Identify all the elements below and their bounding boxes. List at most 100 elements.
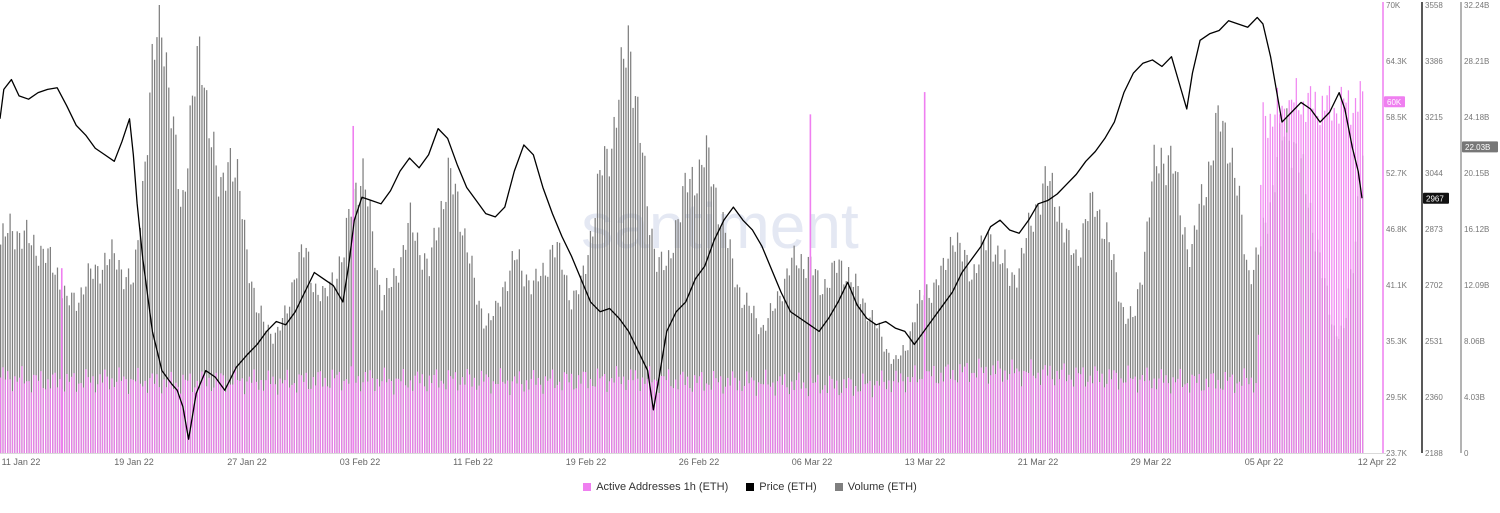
active-addresses-bar	[480, 370, 483, 453]
volume-bar	[964, 249, 966, 453]
x-tick-label: 13 Mar 22	[905, 457, 946, 467]
active-addresses-bar	[78, 383, 80, 453]
volume-bar	[805, 278, 807, 453]
active-addresses-bar	[613, 382, 615, 453]
active-addresses-bar	[675, 379, 677, 453]
active-addresses-bar	[1174, 382, 1177, 453]
volume-bar	[826, 287, 828, 453]
active-addresses-bar	[961, 372, 963, 453]
active-addresses-bar	[108, 389, 111, 453]
volume-bar	[1056, 221, 1058, 453]
active-addresses-bar	[1354, 98, 1357, 453]
active-addresses-bar	[547, 380, 549, 453]
volume-bar	[637, 96, 639, 453]
volume-tick-label: 16.12B	[1464, 225, 1489, 234]
volume-bar	[1144, 251, 1146, 453]
active-addresses-bar	[717, 382, 719, 453]
volume-bar	[1065, 228, 1068, 453]
active-addresses-bar	[1129, 378, 1132, 453]
active-addresses-bar	[175, 382, 177, 453]
volume-bar	[985, 250, 987, 453]
volume-bar	[1054, 206, 1056, 453]
x-tick-label: 29 Mar 22	[1131, 457, 1172, 467]
active-addresses-bar	[1165, 375, 1167, 453]
volume-bar	[1219, 131, 1222, 453]
active-addresses-bar	[130, 379, 132, 453]
volume-bar	[554, 257, 556, 453]
active-addresses-bar	[255, 381, 258, 453]
active-addresses-bar	[376, 378, 378, 453]
active-addresses-bar	[1020, 386, 1023, 453]
volume-bar	[16, 231, 18, 453]
volume-bar	[362, 158, 364, 454]
active-addresses-bar	[663, 376, 665, 453]
active-addresses-bar	[450, 376, 452, 453]
active-addresses-bar	[606, 391, 608, 453]
active-addresses-bar	[620, 384, 622, 453]
active-addresses-bar	[1229, 377, 1231, 453]
active-addresses-bar	[1037, 372, 1039, 453]
volume-bar	[454, 183, 457, 454]
active-addresses-bar	[298, 374, 300, 453]
active-addresses-bar	[454, 372, 457, 453]
volume-bar	[1077, 265, 1080, 453]
active-addresses-bar	[975, 377, 978, 453]
legend-item-volume[interactable]: Volume (ETH)	[834, 481, 917, 493]
volume-bar	[608, 176, 610, 453]
active-addresses-bar	[814, 382, 817, 453]
legend-item-active-addresses[interactable]: Active Addresses 1h (ETH)	[583, 481, 728, 493]
active-addresses-bar	[715, 378, 717, 453]
active-addresses-bar	[1210, 373, 1212, 453]
volume-bar	[1013, 274, 1016, 453]
volume-bar	[92, 278, 94, 453]
active-addresses-bar	[56, 387, 59, 453]
active-addresses-bar	[1324, 110, 1326, 454]
active-addresses-bar	[345, 379, 348, 453]
x-tick-label: 12 Apr 22	[1358, 457, 1397, 467]
volume-bar	[916, 303, 918, 453]
active-addresses-bar	[585, 372, 587, 453]
volume-bar	[753, 305, 755, 453]
volume-bar	[158, 5, 160, 453]
active-addresses-bar	[478, 385, 480, 453]
volume-bar	[1153, 144, 1155, 453]
active-addresses-bar	[483, 381, 485, 453]
volume-bar	[1096, 210, 1098, 453]
volume-bar	[649, 235, 651, 453]
volume-bar	[405, 249, 407, 453]
active-addresses-bar	[1281, 105, 1283, 453]
active-addresses-bar	[1179, 368, 1181, 453]
active-addresses-bar	[1321, 95, 1323, 453]
active-addresses-bar	[1096, 370, 1098, 453]
volume-bar	[1094, 216, 1096, 453]
volume-bar	[440, 200, 442, 453]
legend-item-price[interactable]: Price (ETH)	[746, 481, 817, 493]
volume-bar	[208, 138, 210, 453]
volume-bar	[833, 260, 836, 453]
volume-bar	[73, 292, 75, 453]
volume-bar	[594, 218, 596, 453]
volume-bar	[975, 273, 978, 453]
active-addresses-bar	[220, 373, 222, 453]
volume-bar	[14, 249, 16, 453]
active-addresses-bar	[945, 366, 947, 453]
volume-bar	[694, 195, 696, 453]
volume-bar	[1004, 249, 1006, 453]
active-addresses-bar	[63, 391, 66, 453]
volume-bar	[144, 161, 146, 453]
active-addresses-bar	[980, 367, 982, 453]
active-addresses-bar	[568, 382, 570, 453]
active-addresses-bar	[161, 393, 163, 453]
volume-bar	[355, 182, 357, 453]
active-addresses-bar	[412, 390, 414, 453]
volume-bar	[1238, 185, 1241, 454]
active-addresses-bar	[1118, 389, 1120, 453]
active-addresses-bar	[964, 366, 966, 453]
volume-bar	[802, 269, 805, 453]
active-addresses-tick-label: 52.7K	[1386, 169, 1408, 178]
active-addresses-bar	[665, 380, 667, 453]
volume-bar	[563, 274, 565, 453]
volume-tick-label: 24.18B	[1464, 113, 1489, 122]
active-addresses-bar	[900, 373, 902, 453]
